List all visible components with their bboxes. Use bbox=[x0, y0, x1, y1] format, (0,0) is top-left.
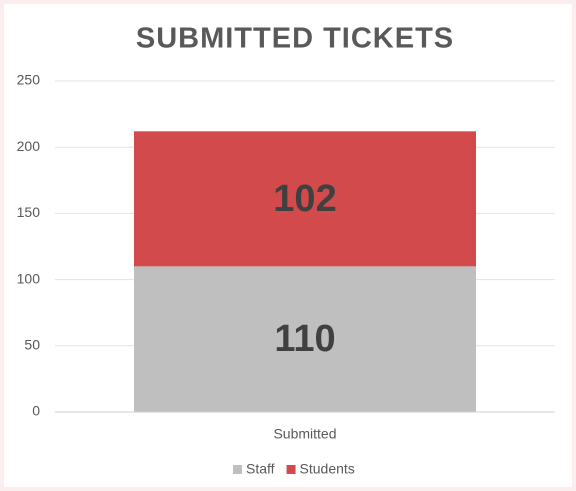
y-tick-label: 50 bbox=[24, 337, 40, 353]
bar-segment bbox=[134, 131, 476, 267]
data-label: 102 bbox=[273, 178, 336, 220]
data-label: 110 bbox=[274, 318, 335, 360]
legend-swatch bbox=[233, 465, 242, 474]
y-tick-label: 150 bbox=[17, 204, 41, 220]
bar-segment bbox=[134, 266, 476, 412]
legend-label: Students bbox=[300, 461, 355, 477]
y-tick-label: 0 bbox=[32, 403, 40, 419]
x-tick-label: Submitted bbox=[273, 426, 336, 442]
legend-label: Staff bbox=[246, 461, 275, 477]
y-tick-label: 100 bbox=[17, 270, 41, 286]
chart-title: SUBMITTED TICKETS bbox=[136, 23, 454, 55]
legend-swatch bbox=[286, 465, 296, 474]
y-tick-label: 200 bbox=[17, 138, 41, 154]
y-tick-label: 250 bbox=[17, 72, 41, 88]
